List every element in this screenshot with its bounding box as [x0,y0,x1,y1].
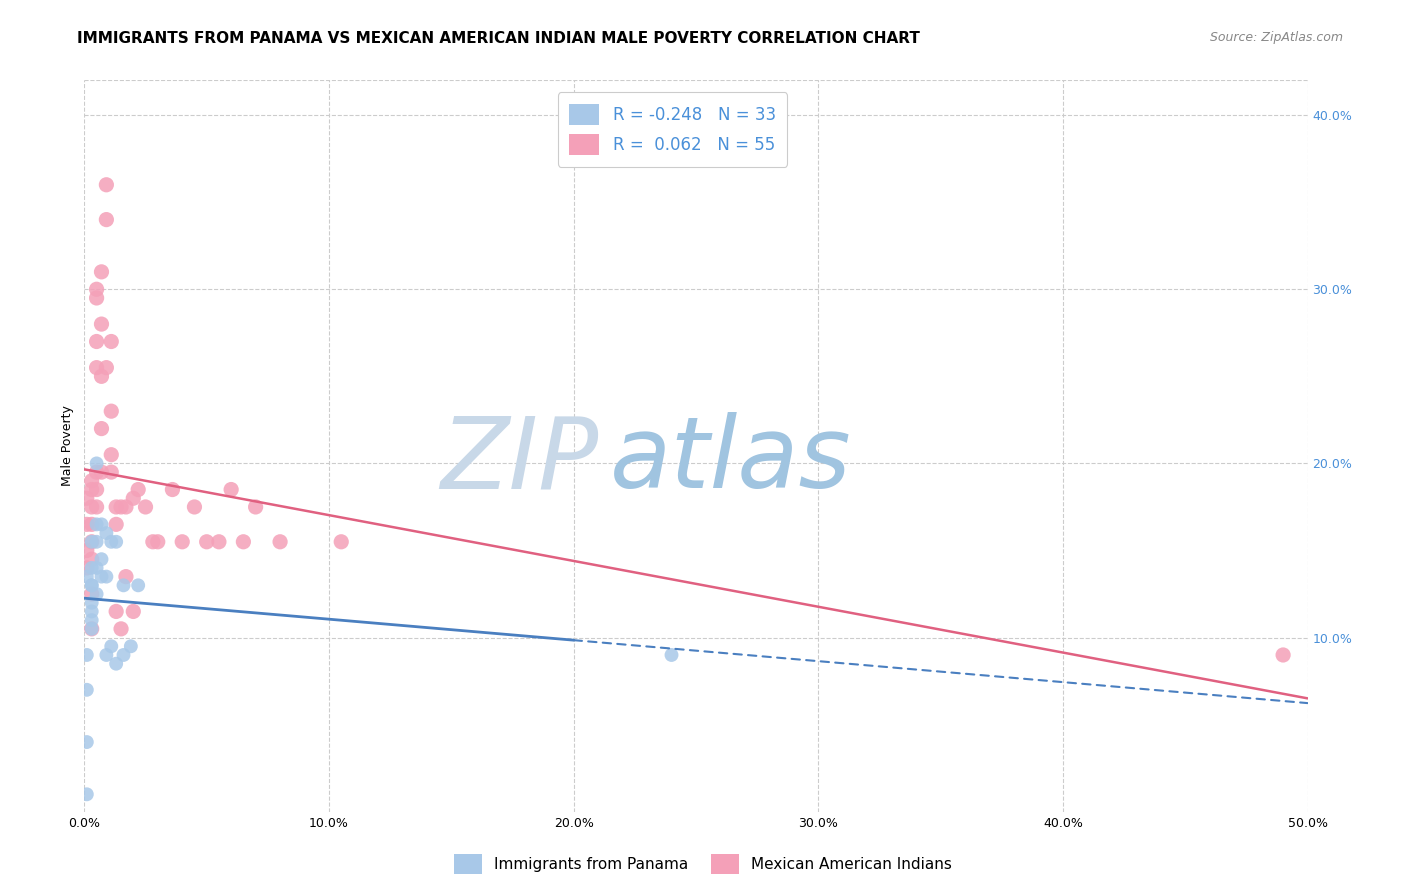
Point [115,500,138,514]
Point [86,465,108,479]
Point [80,596,103,610]
Point [90,265,112,279]
Point [110,622,132,636]
Point [76,543,98,558]
Point [96,648,118,662]
Point [80,578,103,592]
Point [120,640,142,654]
Point [112,648,135,662]
Point [90,517,112,532]
Point [1272,648,1295,662]
Point [80,578,103,592]
Point [90,369,112,384]
Point [105,604,128,618]
Point [115,569,138,583]
Point [135,500,157,514]
Point [80,622,103,636]
Point [80,517,103,532]
Point [100,334,122,349]
Point [105,517,128,532]
Point [86,457,108,471]
Legend: R = -0.248   N = 33, R =  0.062   N = 55: R = -0.248 N = 33, R = 0.062 N = 55 [558,92,787,167]
Point [146,534,169,549]
Point [86,587,108,601]
Point [86,517,108,532]
Point [80,483,103,497]
Point [90,465,112,479]
Point [96,569,118,583]
Point [76,735,98,749]
Point [76,491,98,506]
Point [80,500,103,514]
Point [76,561,98,575]
Point [80,534,103,549]
Point [183,500,205,514]
Point [80,622,103,636]
Y-axis label: Male Poverty: Male Poverty [60,406,75,486]
Point [86,483,108,497]
Text: ZIP: ZIP [440,412,598,509]
Point [86,561,108,575]
Point [96,526,118,541]
Point [112,578,135,592]
Point [100,640,122,654]
Point [245,500,267,514]
Point [100,465,122,479]
Point [208,534,231,549]
Point [122,604,145,618]
Point [80,534,103,549]
Point [80,604,103,618]
Text: IMMIGRANTS FROM PANAMA VS MEXICAN AMERICAN INDIAN MALE POVERTY CORRELATION CHART: IMMIGRANTS FROM PANAMA VS MEXICAN AMERIC… [77,31,920,46]
Point [330,534,353,549]
Point [76,517,98,532]
Point [105,534,128,549]
Point [127,483,149,497]
Point [76,787,98,801]
Point [76,569,98,583]
Point [142,534,165,549]
Point [100,404,122,418]
Point [232,534,254,549]
Point [76,682,98,697]
Point [96,178,118,192]
Point [269,534,291,549]
Point [76,648,98,662]
Point [80,561,103,575]
Text: atlas: atlas [610,412,852,509]
Point [96,360,118,375]
Point [195,534,218,549]
Point [86,282,108,296]
Point [105,500,128,514]
Point [86,360,108,375]
Point [86,500,108,514]
Point [100,448,122,462]
Point [127,578,149,592]
Point [661,648,683,662]
Text: Source: ZipAtlas.com: Source: ZipAtlas.com [1209,31,1343,45]
Point [86,534,108,549]
Point [90,317,112,331]
Point [90,552,112,566]
Point [122,491,145,506]
Point [90,569,112,583]
Point [219,483,242,497]
Point [162,483,184,497]
Legend: Immigrants from Panama, Mexican American Indians: Immigrants from Panama, Mexican American… [449,848,957,880]
Point [80,474,103,488]
Point [86,291,108,305]
Point [110,500,132,514]
Point [80,587,103,601]
Point [86,334,108,349]
Point [105,657,128,671]
Point [172,534,194,549]
Point [80,552,103,566]
Point [90,421,112,435]
Point [96,212,118,227]
Point [80,613,103,627]
Point [100,534,122,549]
